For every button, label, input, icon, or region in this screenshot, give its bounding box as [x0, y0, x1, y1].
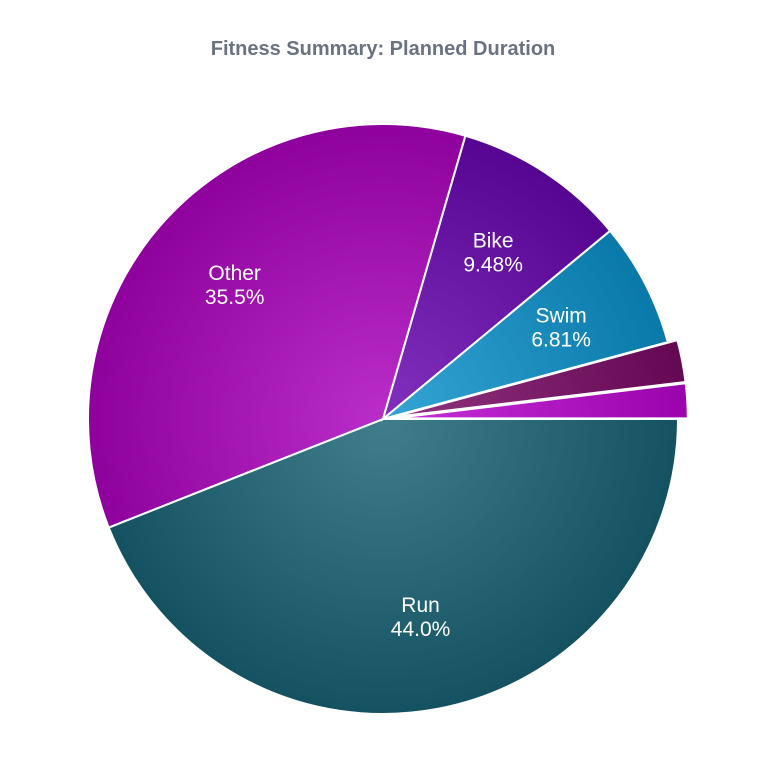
slice-value-other: 35.5%: [205, 286, 265, 309]
slice-value-bike: 9.48%: [463, 253, 523, 276]
slice-label-bike: Bike: [473, 229, 514, 252]
pie-slice-bike[interactable]: [381, 134, 612, 422]
slice-value-swim: 6.81%: [531, 329, 591, 352]
slice-label-other: Other: [208, 262, 261, 285]
pie-slice-other[interactable]: [87, 123, 467, 529]
slice-label-run: Run: [401, 594, 440, 617]
pie-slice-swim[interactable]: [382, 229, 670, 420]
chart-title: Fitness Summary: Planned Duration: [210, 38, 556, 60]
pie-slice-run[interactable]: [107, 418, 680, 715]
pie-slice-unlabeled-5[interactable]: [392, 382, 689, 420]
slice-label-swim: Swim: [535, 305, 586, 328]
slice-value-run: 44.0%: [391, 618, 451, 641]
pie-slice-unlabeled-4[interactable]: [392, 338, 687, 419]
